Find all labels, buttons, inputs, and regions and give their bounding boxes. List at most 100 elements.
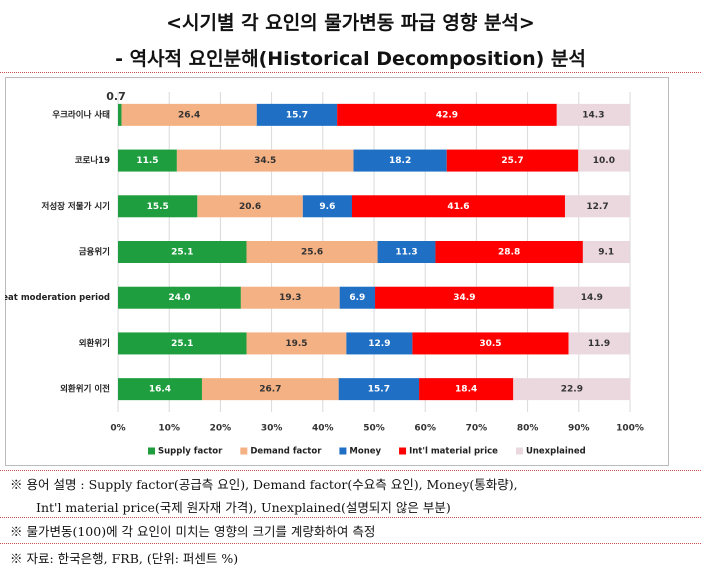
data-label: 25.1 [171,248,193,258]
data-label: 20.6 [239,202,261,212]
x-tick-label: 60% [414,424,436,434]
bar-segment [435,241,583,263]
bar-segment [176,149,354,172]
x-tick-label: 50% [363,424,385,434]
data-label: 19.3 [279,293,301,303]
data-label: 30.5 [479,339,501,349]
data-label: 10.0 [593,156,615,166]
legend-swatch [399,447,407,455]
x-tick-label: 20% [210,424,232,434]
data-label: 25.1 [171,339,193,349]
title-line: - 역사적 요인분해(Historical Decomposition) 분석 [115,48,586,70]
data-label: 16.4 [149,385,171,395]
y-tick-label: 금융위기 [79,247,110,258]
bar-segment [246,241,378,263]
data-label: 11.3 [395,248,417,258]
bar-segment [513,378,631,401]
data-label: 15.7 [286,110,308,120]
legend-swatch [148,447,155,455]
note: Int'l material price(국제 원자재 가격), Unexpla… [36,500,451,515]
y-tick-label: 외환위기 이전 [60,384,110,395]
bar-segment [197,195,303,218]
divider [0,517,701,518]
bar-segment [118,149,177,172]
data-label: 11.9 [588,339,610,349]
bar-segment [240,286,340,309]
bar-segment [302,195,352,218]
legend-label: Unexplained [526,447,586,457]
bar-segment [377,241,436,263]
data-label: 22.9 [561,385,583,395]
legend-label: Demand factor [250,447,322,457]
x-tick-label: 0% [110,424,125,434]
bar-segment [351,195,565,218]
legend-label: Int'l material price [409,447,498,457]
x-tick-label: 80% [517,424,539,434]
bar-segment [346,332,413,355]
data-label: 26.7 [259,385,281,395]
x-tick-label: 70% [466,424,488,434]
data-label: 26.4 [178,110,200,120]
note: ※ 자료: 한국은행, FRB, (단위: 퍼센트 %) [10,551,239,566]
data-label: 34.5 [254,156,276,166]
bar-segment [118,195,198,218]
data-label: 15.5 [147,202,169,212]
data-label: 14.3 [582,110,604,120]
bar-segment [339,286,376,309]
title-line: <시기별 각 요인의 물가변동 파급 영향 분석> [166,12,535,34]
data-label: 14.9 [581,293,603,303]
x-tick-label: 90% [568,424,590,434]
bar-segment [564,195,630,218]
data-label: 18.2 [389,156,411,166]
data-label: 19.5 [285,339,307,349]
bar-segment [412,332,569,355]
divider [0,72,701,73]
data-label: 9.6 [319,202,335,212]
bar-segment [553,286,630,309]
x-tick-label: 10% [158,424,180,434]
bar-segment [256,103,338,126]
bar-segment [118,332,247,355]
x-tick-label: 40% [312,424,334,434]
data-label: 6.9 [349,293,365,303]
y-tick-label: 코로나19 [75,155,110,166]
data-label: 18.4 [455,385,477,395]
y-tick-label: 외환위기 [79,338,110,349]
legend-swatch [515,447,523,455]
data-label: 12.7 [586,202,608,212]
bar-segment [338,378,420,401]
bar-segment [353,149,447,172]
bar-segment [118,103,122,126]
data-label: 11.5 [136,156,158,166]
bar-segment [118,378,202,401]
y-tick-label: 저성장 저물가 시기 [42,201,110,212]
legend-swatch [339,447,347,455]
bar-segment [121,103,257,126]
bar-segment [118,241,247,263]
x-tick-label: 100% [616,424,644,434]
bar-segment [578,149,630,172]
bar-segment [375,286,554,309]
divider [0,543,701,544]
chart: 0% 10% 20% 30% 40% 50% 60% 70% 80% 90% 100% 우크라이나 사… [5,77,669,466]
data-label: 9.1 [598,248,614,258]
y-tick-label: Great moderation period [5,293,110,303]
bar-segment [337,103,557,126]
y-tick-label: 우크라이나 사태 [52,109,110,120]
data-label: 28.8 [498,248,520,258]
data-label: 25.6 [301,248,323,258]
data-label: 34.9 [453,293,475,303]
data-label: 24.0 [168,293,190,303]
bar-segment [582,241,630,263]
data-label: 42.9 [436,110,458,120]
data-label: 15.7 [368,385,390,395]
bar-segment [201,378,339,401]
bar-segment [246,332,347,355]
bar-segment [556,103,630,126]
data-label: 0.7 [106,90,126,103]
legend-label: Money [349,447,381,457]
legend-label: Supply factor [158,447,223,457]
legend-swatch [240,447,248,455]
data-label: 25.7 [501,156,523,166]
